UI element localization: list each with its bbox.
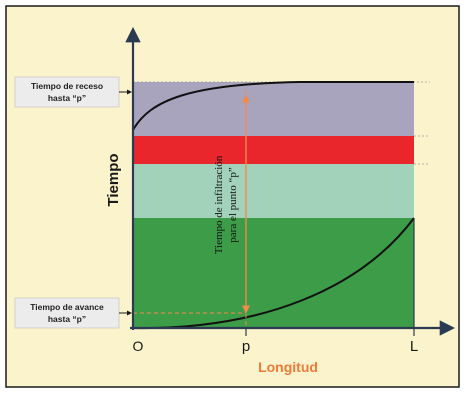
advance-label-line1: Tiempo de avance — [30, 302, 104, 312]
band-light-green — [133, 164, 414, 218]
p-label: p — [242, 338, 250, 355]
advance-label-box — [14, 297, 120, 329]
y-axis-title: Tiempo — [105, 153, 122, 206]
band-green — [133, 218, 414, 328]
band-red — [133, 136, 414, 164]
recession-curve — [132, 81, 414, 131]
infiltration-label-line2: para el punto “p” — [227, 167, 239, 243]
recession-label-line1: Tiempo de receso — [31, 81, 103, 91]
advance-label-line2: hasta “p” — [48, 314, 86, 324]
origin-label: O — [133, 338, 144, 354]
recession-label-line2: hasta “p” — [48, 93, 86, 103]
infiltration-label-line1: Tiempo de infiltración — [213, 155, 225, 254]
advance-curve — [132, 217, 415, 330]
L-label: L — [410, 338, 418, 355]
band-recession — [133, 82, 414, 136]
x-axis-title: Longitud — [258, 359, 318, 375]
